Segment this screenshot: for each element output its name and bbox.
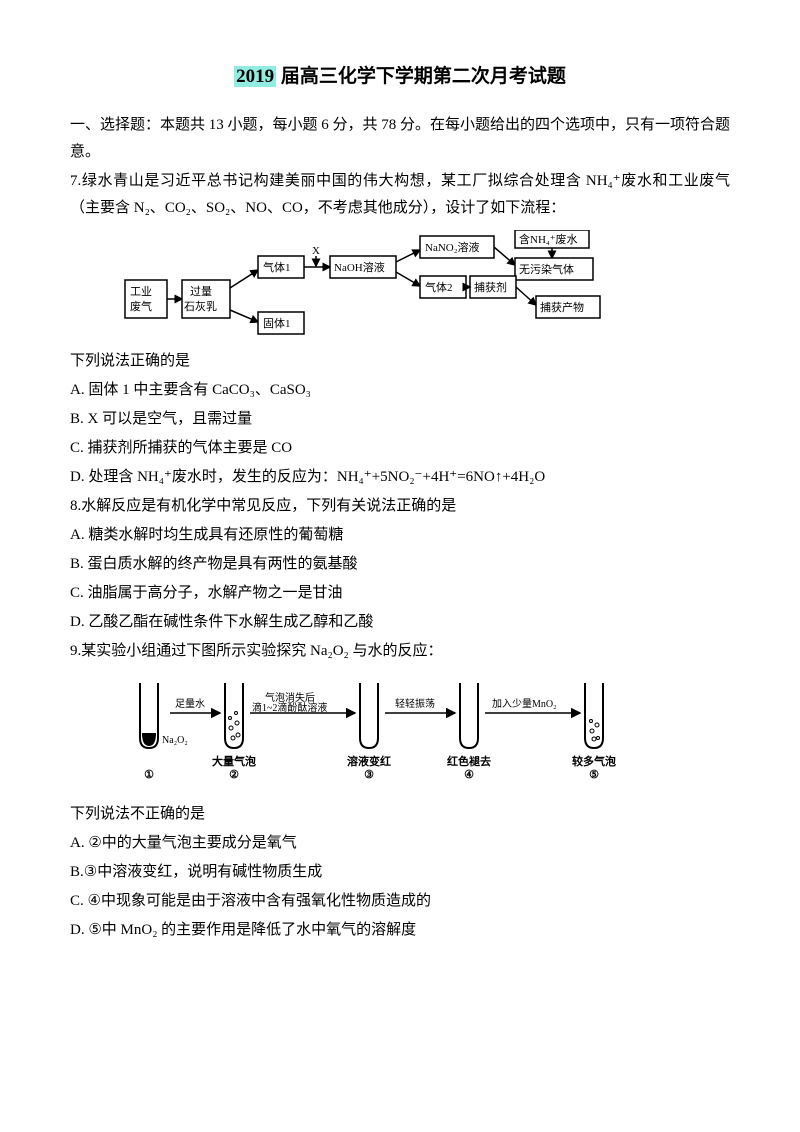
q8-opt-c: C. 油脂属于高分子，水解产物之一是甘油 bbox=[70, 580, 730, 607]
title-highlight: 2019 bbox=[234, 66, 276, 87]
svg-text:捕获产物: 捕获产物 bbox=[540, 300, 584, 314]
svg-text:石灰乳: 石灰乳 bbox=[184, 299, 217, 313]
svg-text:③: ③ bbox=[364, 769, 374, 781]
svg-text:加入少量MnO₂: 加入少量MnO₂ bbox=[492, 698, 557, 710]
svg-text:含NH₄⁺废水: 含NH₄⁺废水 bbox=[519, 232, 578, 246]
q8-opt-b: B. 蛋白质水解的终产物是具有两性的氨基酸 bbox=[70, 551, 730, 578]
svg-text:X: X bbox=[312, 245, 320, 257]
q9-opt-d: D. ⑤中 MnO₂ 的主要作用是降低了水中氧气的溶解度 bbox=[70, 917, 730, 944]
svg-text:固体1: 固体1 bbox=[263, 316, 291, 330]
svg-text:滴1~2滴酚酞溶液: 滴1~2滴酚酞溶液 bbox=[252, 701, 327, 714]
q9-stem: 9.某实验小组通过下图所示实验探究 Na₂O₂ 与水的反应： bbox=[70, 638, 730, 665]
q8-stem: 8.水解反应是有机化学中常见反应，下列有关说法正确的是 bbox=[70, 493, 730, 520]
q9-opt-c: C. ④中现象可能是由于溶液中含有强氧化性物质造成的 bbox=[70, 888, 730, 915]
q8-opt-a: A. 糖类水解时均生成具有还原性的葡萄糖 bbox=[70, 522, 730, 549]
svg-text:大量气泡: 大量气泡 bbox=[212, 754, 256, 768]
svg-text:捕获剂: 捕获剂 bbox=[474, 280, 507, 294]
svg-text:①: ① bbox=[144, 769, 154, 781]
svg-text:NaNO₂溶液: NaNO₂溶液 bbox=[425, 240, 480, 254]
svg-text:红色褪去: 红色褪去 bbox=[447, 754, 491, 768]
q7-opt-d: D. 处理含 NH₄⁺废水时，发生的反应为：NH₄⁺+5NO₂⁻+4H⁺=6NO… bbox=[70, 464, 730, 491]
q7-prompt: 下列说法正确的是 bbox=[70, 348, 730, 375]
q9-opt-a: A. ②中的大量气泡主要成分是氧气 bbox=[70, 830, 730, 857]
flowchart-diagram: 工业 废气 过量 石灰乳 气体1 固体1 X NaOH溶液 NaNO₂溶液 气体… bbox=[120, 230, 680, 340]
svg-text:轻轻振荡: 轻轻振荡 bbox=[395, 697, 435, 710]
q7-stem: 7.绿水青山是习近平总书记构建美丽中国的伟大构想，某工厂拟综合处理含 NH₄⁺废… bbox=[70, 168, 730, 222]
experiment-diagram: Na₂O₂ ① 足量水 大量气泡 ② 气泡消失后 滴1~2滴酚酞溶液 溶液变红 … bbox=[120, 673, 680, 793]
q8-opt-d: D. 乙酸乙酯在碱性条件下水解生成乙醇和乙酸 bbox=[70, 609, 730, 636]
section-intro: 一、选择题：本题共 13 小题，每小题 6 分，共 78 分。在每小题给出的四个… bbox=[70, 112, 730, 166]
svg-text:过量: 过量 bbox=[190, 285, 212, 298]
svg-text:②: ② bbox=[229, 769, 239, 781]
q9-prompt: 下列说法不正确的是 bbox=[70, 801, 730, 828]
svg-text:⑤: ⑤ bbox=[589, 769, 599, 781]
title-rest: 届高三化学下学期第二次月考试题 bbox=[276, 66, 566, 87]
q9-opt-b: B.③中溶液变红，说明有碱性物质生成 bbox=[70, 859, 730, 886]
svg-text:④: ④ bbox=[464, 769, 474, 781]
q7-opt-b: B. X 可以是空气，且需过量 bbox=[70, 406, 730, 433]
svg-text:Na₂O₂: Na₂O₂ bbox=[162, 735, 188, 746]
svg-text:无污染气体: 无污染气体 bbox=[519, 262, 574, 276]
flow-box-1: 工业 bbox=[130, 285, 152, 298]
page-title: 2019 届高三化学下学期第二次月考试题 bbox=[70, 60, 730, 94]
svg-text:足量水: 足量水 bbox=[175, 698, 205, 710]
svg-text:溶液变红: 溶液变红 bbox=[347, 754, 391, 768]
svg-text:较多气泡: 较多气泡 bbox=[572, 754, 616, 768]
svg-text:NaOH溶液: NaOH溶液 bbox=[334, 260, 385, 274]
svg-text:气体2: 气体2 bbox=[425, 280, 453, 294]
q7-opt-a: A. 固体 1 中主要含有 CaCO₃、CaSO₃ bbox=[70, 377, 730, 404]
q7-opt-c: C. 捕获剂所捕获的气体主要是 CO bbox=[70, 435, 730, 462]
svg-text:气体1: 气体1 bbox=[263, 260, 291, 274]
svg-text:废气: 废气 bbox=[130, 299, 152, 313]
